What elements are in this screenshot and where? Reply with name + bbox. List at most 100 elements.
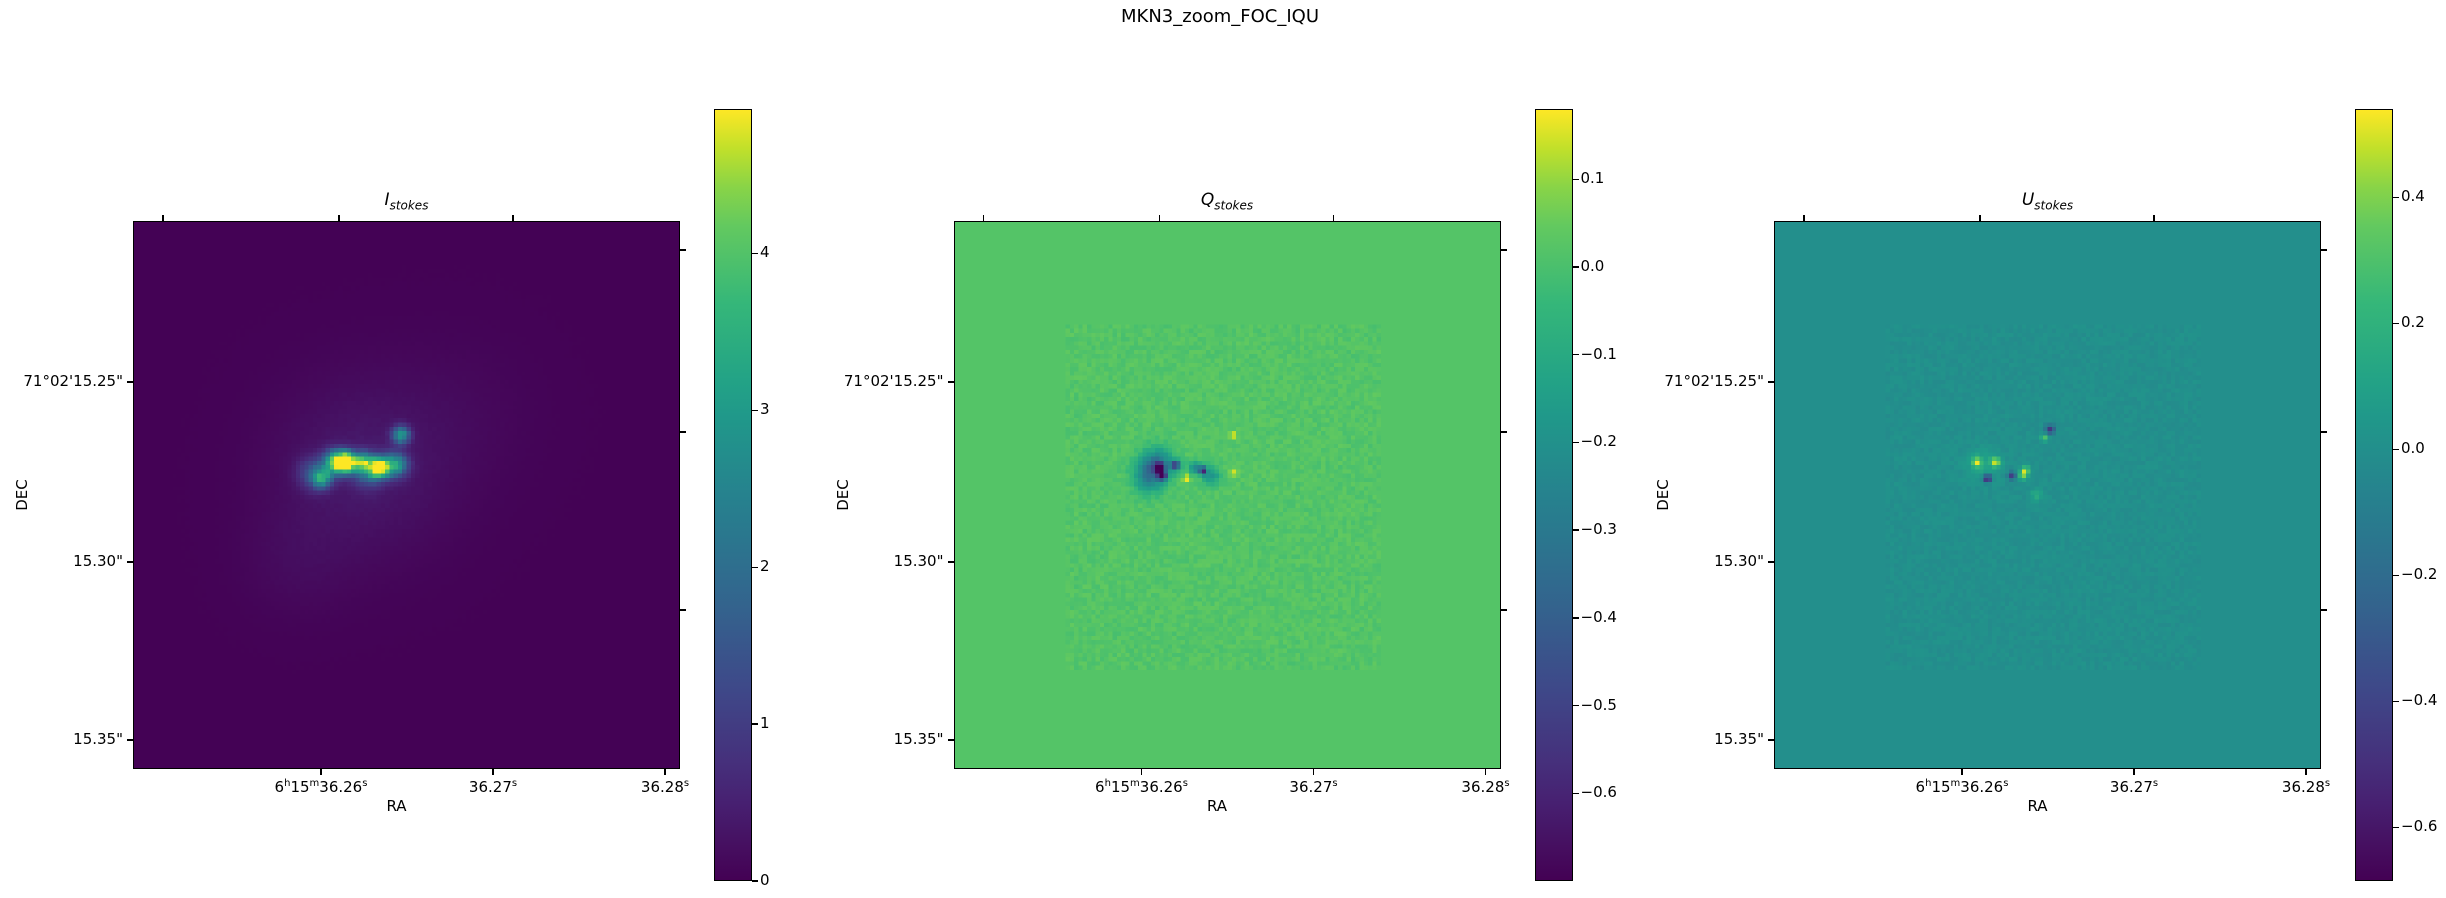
colorbar-tick [752,566,758,568]
top-tick [1158,215,1161,221]
right-tick [680,609,686,611]
panel-title-sub: stokes [1214,198,1254,213]
colorbar-tick-label: −0.2 [2401,565,2438,584]
top-tick [1979,215,1981,221]
heatmap-image [1775,222,2320,768]
y-axis-label: DEC [833,479,852,511]
top-tick [982,215,985,221]
x-tick-label-value: 36.28 [640,778,684,796]
y-tick-label: 15.30" [893,552,944,570]
colorbar-tick-label: 0.2 [2401,313,2425,332]
x-axis-label: RA [2027,797,2048,815]
colorbar-tick-label: −0.4 [2401,691,2438,710]
heatmap-image [954,222,1500,768]
colorbar [1534,109,1573,881]
colorbar-tick [1572,354,1579,356]
colorbar-tick-label: 3 [760,400,770,419]
colorbar-tick-label: 0.0 [2401,439,2425,458]
x-tick-label: 36.27s [1289,778,1337,796]
colorbar-tick [1572,529,1579,531]
colorbar-tick-label: 0.4 [2401,187,2425,206]
y-axis-label: DEC [1653,479,1672,511]
x-tick [1484,769,1487,775]
x-tick-label-unit: s [2152,778,2159,789]
x-tick-label: 36.28s [2282,778,2330,796]
heatmap-axes [1774,221,2321,769]
x-tick-label-value: 36.27 [1289,778,1333,796]
colorbar-tick [752,409,758,411]
top-tick [1803,215,1805,221]
x-tick-label-unit: m [1130,778,1140,789]
panel-title: Istokes [385,190,429,212]
right-tick [680,431,686,433]
right-tick [680,249,686,251]
colorbar-tick-label: −0.6 [1580,783,1617,802]
x-tick-label-unit: s [1504,778,1510,789]
heatmap-axes [953,221,1501,769]
x-tick [1312,769,1315,775]
y-tick [947,381,954,383]
x-tick-label: 6h15m36.26s [275,778,368,796]
x-tick-label-value: 36.26 [1960,778,2004,796]
x-tick-label-value: 36.26 [1139,778,1183,796]
x-tick-label-value: 6 [1915,778,1926,796]
panel-title-main: I [384,190,390,210]
x-tick-label-value: 36.27 [2109,778,2153,796]
y-tick-label: 15.30" [1714,552,1764,570]
x-tick-label-unit: h [1925,778,1932,789]
x-tick-label-unit: m [1950,778,1961,789]
x-tick [320,769,322,775]
y-tick-label: 15.35" [893,730,944,748]
x-tick-label-value: 15 [290,778,310,796]
top-tick [1332,215,1335,221]
x-tick [664,769,666,775]
right-tick [2321,431,2327,433]
colorbar-tick [2393,826,2399,829]
x-tick-label: 6h15m36.26s [1916,778,2009,796]
y-tick [127,381,133,383]
x-tick-label-unit: m [309,778,320,789]
x-tick-label: 6h15m36.26s [1095,778,1188,796]
colorbar-tick-label: 0.1 [1580,169,1605,188]
y-tick-label: 15.35" [1714,730,1764,748]
y-tick [1768,561,1774,563]
top-tick [2153,215,2155,221]
x-tick-label-value: 36.26 [319,778,363,796]
x-tick-label-value: 36.28 [2281,778,2325,796]
heatmap-axes [133,221,680,769]
colorbar-tick [752,723,758,725]
colorbar-tick-label: 1 [760,714,770,733]
x-tick [492,769,494,775]
y-tick [947,739,954,741]
right-tick [2321,249,2327,251]
y-axis-label: DEC [12,479,31,511]
top-tick [338,215,340,221]
x-tick-label: 36.28s [1461,778,1509,796]
x-tick-label-value: 15 [1110,778,1131,796]
colorbar-tick-label: −0.5 [1580,695,1617,714]
colorbar-tick [1572,617,1579,619]
panel-title-main: U [2021,190,2035,210]
x-tick-label-value: 36.28 [1461,778,1505,796]
x-axis-label: RA [386,797,407,815]
colorbar-tick [2393,574,2399,577]
x-tick [1140,769,1143,775]
right-tick [1500,249,1507,251]
colorbar-tick-label: −0.2 [1580,432,1617,451]
x-tick-label-unit: s [1332,778,1338,789]
colorbar-tick-label: 2 [760,557,770,576]
colorbar-tick-label: 4 [760,243,770,262]
heatmap-image [134,222,679,768]
x-axis-label: RA [1206,797,1228,815]
panel-title-sub: stokes [389,198,429,213]
x-tick-label-unit: s [1182,778,1188,789]
figure-title: MKN3_zoom_FOC_IQU [1121,6,1319,27]
x-tick-label: 36.27s [2110,778,2158,796]
top-tick [512,215,514,221]
y-tick [1768,739,1774,741]
x-tick [2305,769,2307,775]
x-tick-label-unit: s [2003,778,2009,789]
x-tick-label-unit: s [511,778,518,789]
colorbar-tick-label: −0.3 [1580,520,1617,539]
y-tick-label: 15.35" [73,730,123,748]
